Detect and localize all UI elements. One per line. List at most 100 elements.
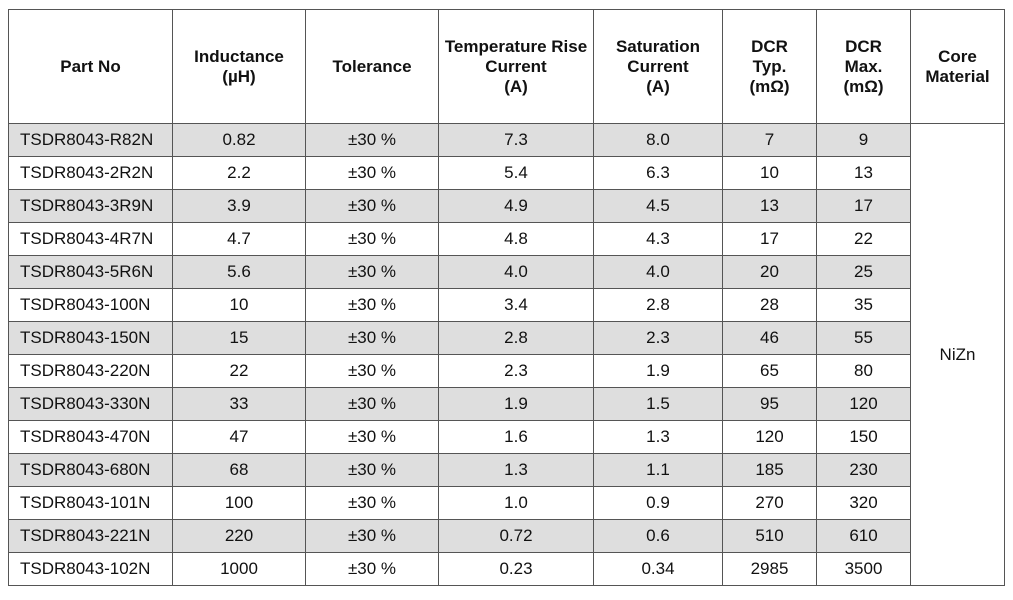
cell-temperature-rise-current: 0.23 [438,552,594,586]
table-row: TSDR8043-101N 100 ±30 % 1.0 0.9 270 320 [8,486,1005,520]
cell-temperature-rise-current: 5.4 [438,156,594,190]
cell-temperature-rise-current: 1.0 [438,486,594,520]
cell-dcr-max: 320 [816,486,911,520]
cell-part-no: TSDR8043-4R7N [8,222,173,256]
header-dcr-max: DCR Max. (mΩ) [816,9,911,124]
cell-dcr-typ: 65 [722,354,817,388]
cell-saturation-current: 2.3 [593,321,723,355]
cell-core-material: NiZn [910,123,1005,586]
table-row: TSDR8043-150N 15 ±30 % 2.8 2.3 46 55 [8,321,1005,355]
header-row: Part No Inductance (µH) Tolerance Temperatur… [8,9,1005,124]
cell-tolerance: ±30 % [305,288,439,322]
cell-dcr-max: 25 [816,255,911,289]
cell-part-no: TSDR8043-100N [8,288,173,322]
cell-part-no: TSDR8043-220N [8,354,173,388]
cell-saturation-current: 4.0 [593,255,723,289]
cell-temperature-rise-current: 0.72 [438,519,594,553]
cell-inductance: 100 [172,486,306,520]
cell-dcr-max: 610 [816,519,911,553]
table-row: TSDR8043-102N 1000 ±30 % 0.23 0.34 2985 3500 [8,552,1005,586]
cell-dcr-max: 17 [816,189,911,223]
cell-saturation-current: 1.1 [593,453,723,487]
cell-part-no: TSDR8043-2R2N [8,156,173,190]
cell-temperature-rise-current: 4.8 [438,222,594,256]
cell-part-no: TSDR8043-680N [8,453,173,487]
cell-saturation-current: 4.5 [593,189,723,223]
cell-temperature-rise-current: 1.9 [438,387,594,421]
cell-part-no: TSDR8043-102N [8,552,173,586]
cell-inductance: 15 [172,321,306,355]
cell-dcr-typ: 510 [722,519,817,553]
table-row: TSDR8043-680N 68 ±30 % 1.3 1.1 185 230 [8,453,1005,487]
cell-saturation-current: 0.9 [593,486,723,520]
cell-tolerance: ±30 % [305,354,439,388]
cell-part-no: TSDR8043-101N [8,486,173,520]
cell-inductance: 4.7 [172,222,306,256]
cell-inductance: 22 [172,354,306,388]
cell-part-no: TSDR8043-330N [8,387,173,421]
table-header: Part No Inductance (µH) Tolerance Temperatur… [8,9,1005,124]
cell-inductance: 5.6 [172,255,306,289]
cell-temperature-rise-current: 2.3 [438,354,594,388]
cell-tolerance: ±30 % [305,420,439,454]
cell-saturation-current: 0.34 [593,552,723,586]
cell-saturation-current: 1.5 [593,387,723,421]
cell-tolerance: ±30 % [305,156,439,190]
header-part-no: Part No [8,9,173,124]
cell-tolerance: ±30 % [305,189,439,223]
cell-temperature-rise-current: 2.8 [438,321,594,355]
cell-part-no: TSDR8043-3R9N [8,189,173,223]
cell-inductance: 2.2 [172,156,306,190]
cell-dcr-max: 80 [816,354,911,388]
header-saturation-current-line: Saturation [615,36,701,56]
cell-temperature-rise-current: 1.3 [438,453,594,487]
cell-inductance: 1000 [172,552,306,586]
header-saturation-current-line: Current [627,56,689,76]
cell-saturation-current: 4.3 [593,222,723,256]
header-temperature-rise-current-line: Current [485,56,547,76]
cell-inductance: 47 [172,420,306,454]
table-row: TSDR8043-4R7N 4.7 ±30 % 4.8 4.3 17 22 [8,222,1005,256]
header-inductance-line: (µH) [222,66,256,86]
cell-dcr-typ: 185 [722,453,817,487]
cell-saturation-current: 6.3 [593,156,723,190]
table-row: TSDR8043-470N 47 ±30 % 1.6 1.3 120 150 [8,420,1005,454]
cell-dcr-max: 230 [816,453,911,487]
header-dcr-max-line: DCR [845,36,882,56]
cell-inductance: 10 [172,288,306,322]
cell-dcr-typ: 270 [722,486,817,520]
cell-temperature-rise-current: 4.9 [438,189,594,223]
cell-temperature-rise-current: 1.6 [438,420,594,454]
cell-dcr-max: 9 [816,123,911,157]
header-saturation-current-line: (A) [646,76,670,96]
cell-tolerance: ±30 % [305,519,439,553]
cell-inductance: 3.9 [172,189,306,223]
header-inductance: Inductance (µH) [172,9,306,124]
cell-tolerance: ±30 % [305,123,439,157]
table-row: TSDR8043-220N 22 ±30 % 2.3 1.9 65 80 [8,354,1005,388]
cell-tolerance: ±30 % [305,255,439,289]
cell-tolerance: ±30 % [305,387,439,421]
table-body: TSDR8043-R82N 0.82 ±30 % 7.3 8.0 7 9 NiZn TSDR80… [8,123,1005,586]
table-row: TSDR8043-100N 10 ±30 % 3.4 2.8 28 35 [8,288,1005,322]
cell-dcr-typ: 2985 [722,552,817,586]
cell-tolerance: ±30 % [305,222,439,256]
cell-part-no: TSDR8043-470N [8,420,173,454]
cell-dcr-typ: 95 [722,387,817,421]
table-row: TSDR8043-3R9N 3.9 ±30 % 4.9 4.5 13 17 [8,189,1005,223]
table-row: TSDR8043-R82N 0.82 ±30 % 7.3 8.0 7 9 NiZn [8,123,1005,586]
cell-temperature-rise-current: 7.3 [438,123,594,157]
header-dcr-typ-line: DCR [751,36,788,56]
table-row: TSDR8043-221N 220 ±30 % 0.72 0.6 510 610 [8,519,1005,553]
cell-inductance: 220 [172,519,306,553]
header-dcr-typ: DCR Typ. (mΩ) [722,9,817,124]
cell-dcr-typ: 20 [722,255,817,289]
cell-inductance: 0.82 [172,123,306,157]
cell-dcr-max: 150 [816,420,911,454]
header-temperature-rise-current-line: Temperature Rise [444,36,588,56]
header-inductance-line: Inductance [194,46,284,66]
cell-part-no: TSDR8043-R82N [8,123,173,157]
cell-temperature-rise-current: 3.4 [438,288,594,322]
cell-dcr-max: 3500 [816,552,911,586]
cell-dcr-typ: 28 [722,288,817,322]
